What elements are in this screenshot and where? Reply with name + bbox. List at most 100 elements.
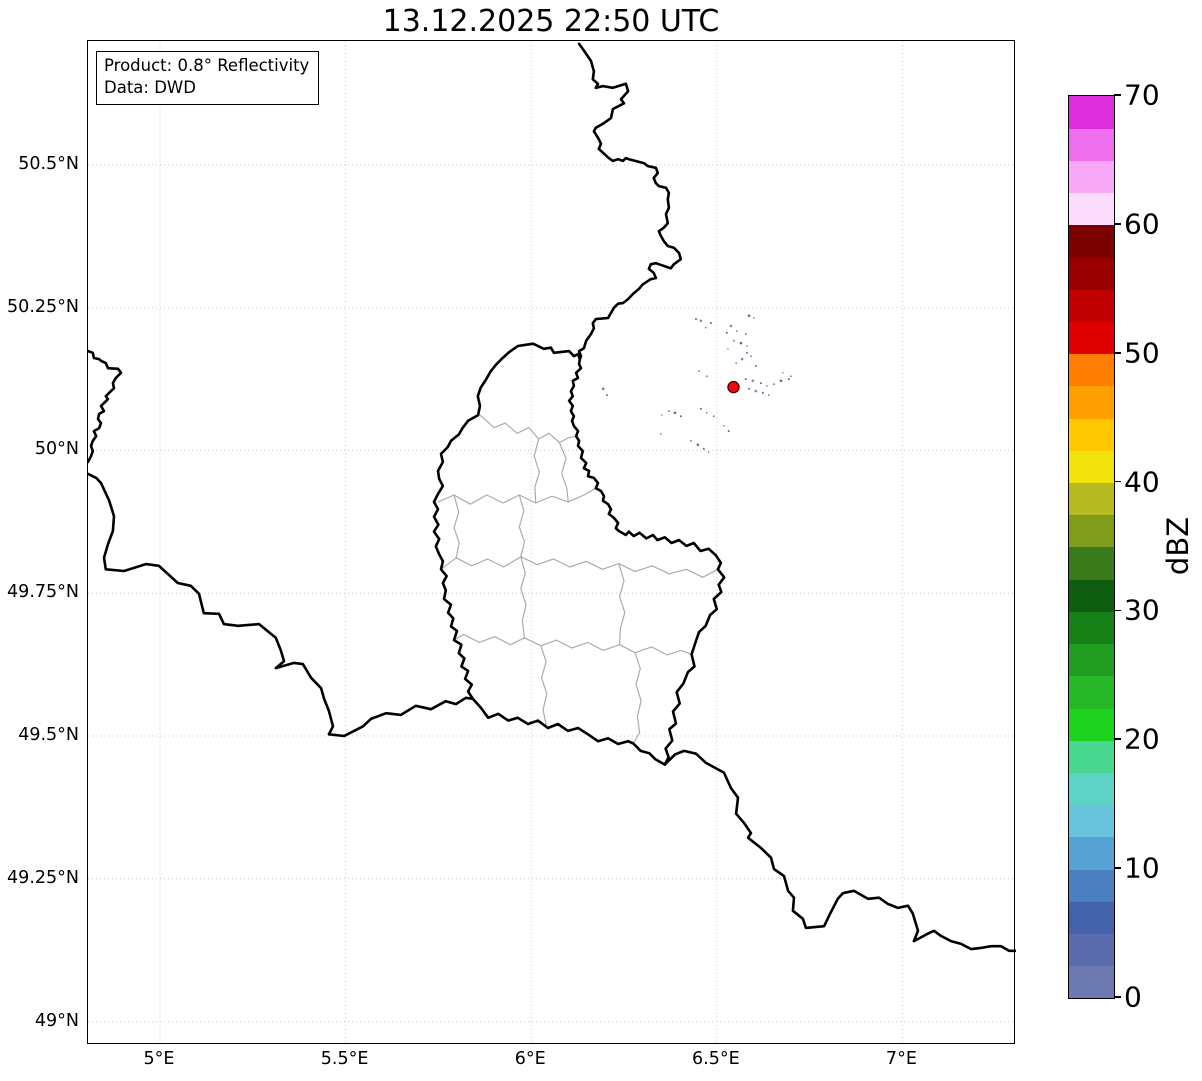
radar-echoes-layer bbox=[601, 314, 792, 454]
border-france-belgium-givet bbox=[88, 349, 123, 464]
colorbar-tick-label: 40 bbox=[1124, 465, 1160, 499]
map-svg bbox=[88, 41, 1016, 1045]
ytick-label: 49.25°N bbox=[7, 867, 79, 888]
radar-echo bbox=[707, 451, 710, 454]
colorbar-segment bbox=[1069, 547, 1114, 580]
colorbar-tick-label: 0 bbox=[1124, 980, 1142, 1014]
colorbar-tick-mark bbox=[1114, 609, 1121, 612]
border-france-germany bbox=[663, 749, 1016, 953]
radar-echo bbox=[689, 439, 692, 442]
border-canton-line-e bbox=[518, 494, 526, 558]
border-canton-line-a bbox=[479, 414, 577, 444]
radar-echo bbox=[661, 414, 663, 416]
radar-echo bbox=[735, 362, 737, 364]
ytick-label: 49.75°N bbox=[7, 582, 79, 603]
colorbar-segment bbox=[1069, 450, 1114, 484]
border-canton-line-c bbox=[533, 438, 540, 504]
radar-echo bbox=[790, 375, 792, 378]
radar-echo bbox=[782, 372, 784, 374]
plot-title: 13.12.2025 22:50 UTC bbox=[382, 4, 720, 39]
border-canton-line-l bbox=[558, 441, 569, 503]
radar-echo bbox=[723, 425, 725, 427]
colorbar-segment bbox=[1069, 740, 1114, 773]
ytick-label: 50.25°N bbox=[7, 296, 79, 317]
radar-echo bbox=[739, 341, 743, 345]
colorbar-segment bbox=[1069, 933, 1114, 967]
colorbar-segment bbox=[1069, 611, 1114, 645]
radar-echo bbox=[702, 447, 705, 450]
border-canton-line-b bbox=[437, 487, 597, 505]
colorbar-segment bbox=[1069, 192, 1114, 226]
border-canton-line-d bbox=[453, 494, 460, 559]
colorbar-segment bbox=[1069, 128, 1114, 161]
colorbar-segment bbox=[1069, 675, 1114, 709]
radar-echo bbox=[779, 379, 783, 383]
radar-echo bbox=[761, 391, 764, 394]
colorbar-tick-label: 10 bbox=[1124, 851, 1160, 885]
radar-echo bbox=[696, 443, 700, 447]
radar-echo bbox=[754, 365, 757, 367]
colorbar-segment bbox=[1069, 514, 1114, 548]
xtick-label: 6°E bbox=[514, 1049, 546, 1069]
map-plot-area: Product: 0.8° Reflectivity Data: DWD bbox=[87, 40, 1016, 1045]
xtick-label: 5°E bbox=[143, 1049, 175, 1069]
colorbar-segment bbox=[1069, 804, 1114, 838]
radar-echo bbox=[706, 412, 708, 414]
colorbar-tick-mark bbox=[1114, 738, 1121, 741]
data-source-label: Data: DWD bbox=[104, 77, 196, 97]
colorbar-segment bbox=[1069, 385, 1114, 419]
ytick-label: 50.5°N bbox=[18, 153, 79, 174]
radar-echo bbox=[760, 382, 762, 385]
radar-echo bbox=[787, 378, 790, 381]
product-label: Product: 0.8° Reflectivity bbox=[104, 56, 310, 75]
radar-echo bbox=[667, 410, 670, 413]
radar-echo bbox=[744, 378, 747, 381]
radar-echo bbox=[727, 430, 730, 433]
radar-echo bbox=[745, 351, 748, 354]
colorbar-segment bbox=[1069, 96, 1114, 129]
radar-echo bbox=[725, 331, 728, 334]
border-belgium-germany bbox=[577, 42, 683, 361]
ytick-label: 49.5°N bbox=[18, 725, 79, 746]
xtick-label: 5.5°E bbox=[320, 1049, 369, 1069]
xtick-label: 6.5°E bbox=[691, 1049, 740, 1069]
border-france-belgium bbox=[88, 472, 475, 738]
colorbar-segment bbox=[1069, 353, 1114, 387]
radar-echo bbox=[704, 326, 707, 329]
radar-echo bbox=[750, 355, 752, 358]
colorbar-segment bbox=[1069, 869, 1114, 902]
radar-echo bbox=[698, 370, 700, 372]
xtick-label: 7°E bbox=[885, 1049, 917, 1069]
radar-echo bbox=[732, 339, 735, 342]
radar-echo bbox=[699, 319, 703, 323]
radar-echo bbox=[744, 333, 747, 335]
radar-echo bbox=[705, 375, 708, 378]
radar-echo bbox=[605, 394, 608, 397]
radar-echo bbox=[746, 345, 748, 347]
colorbar-tick-label: 20 bbox=[1124, 722, 1160, 756]
radar-site-layer bbox=[727, 380, 740, 394]
border-luxembourg bbox=[432, 342, 726, 766]
colorbar-segment bbox=[1069, 418, 1114, 451]
colorbar-segment bbox=[1069, 321, 1114, 355]
product-info-box: Product: 0.8° Reflectivity Data: DWD bbox=[96, 51, 320, 105]
radar-echo bbox=[754, 389, 758, 393]
border-canton-line-g bbox=[520, 556, 527, 639]
radar-echo bbox=[601, 387, 605, 391]
colorbar-segment bbox=[1069, 708, 1114, 741]
radar-echo bbox=[727, 348, 729, 350]
radar-echo bbox=[736, 330, 738, 332]
colorbar-tick-label: 60 bbox=[1124, 207, 1160, 241]
radar-echo bbox=[748, 387, 751, 390]
colorbar-segment bbox=[1069, 224, 1114, 258]
border-canton-line-h bbox=[453, 633, 693, 656]
colorbar-segment bbox=[1069, 289, 1114, 322]
colorbar-segment bbox=[1069, 160, 1114, 194]
radar-echo bbox=[773, 383, 775, 386]
radar-echo bbox=[729, 324, 733, 328]
colorbar-tick-mark bbox=[1114, 480, 1121, 483]
gridlines-layer bbox=[88, 41, 1016, 1045]
border-canton-line-k bbox=[632, 652, 642, 745]
border-canton-line-i bbox=[540, 645, 548, 726]
